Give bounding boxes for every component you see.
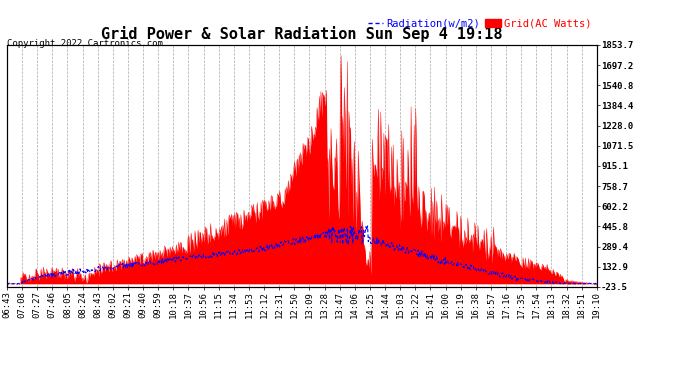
- Title: Grid Power & Solar Radiation Sun Sep 4 19:18: Grid Power & Solar Radiation Sun Sep 4 1…: [101, 27, 502, 42]
- Text: Copyright 2022 Cartronics.com: Copyright 2022 Cartronics.com: [7, 39, 163, 48]
- Legend: Radiation(w/m2), Grid(AC Watts): Radiation(w/m2), Grid(AC Watts): [368, 19, 591, 29]
